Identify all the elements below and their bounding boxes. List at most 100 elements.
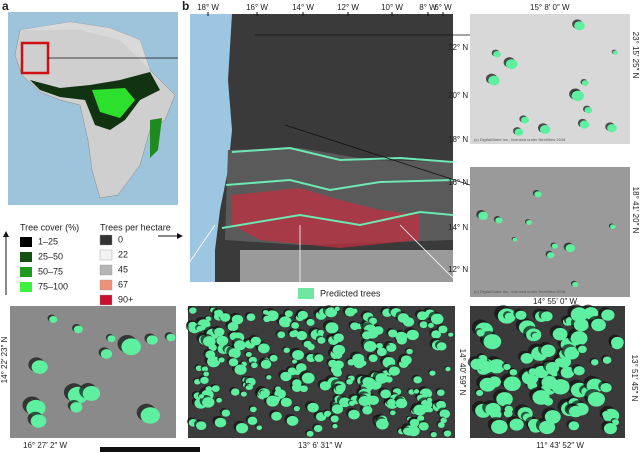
tree-crown [306, 318, 315, 326]
tree-crown [439, 409, 451, 419]
tree-crown [611, 336, 624, 348]
tree-crown [30, 414, 47, 428]
tree-crown [362, 405, 373, 415]
tree-crown [413, 404, 427, 416]
lat-tick: 16° N [448, 178, 468, 187]
tree-crown [332, 344, 346, 356]
tree-crown [610, 224, 616, 230]
tree-crown [430, 431, 437, 438]
tree-crown [417, 311, 428, 321]
tree-crown [228, 348, 241, 359]
inset-lon: 14° 55′ 0″ W [533, 297, 577, 306]
tree-belt [30, 72, 160, 130]
tree-crown [601, 309, 615, 321]
tree-crown [201, 366, 209, 372]
tree-crown [539, 125, 551, 134]
tree-crown [534, 191, 542, 198]
lat-tick: 22° N [448, 43, 468, 52]
legend-label: 25–50 [38, 251, 63, 261]
legend-label: Predicted trees [320, 288, 381, 298]
tree-crown [266, 375, 272, 380]
tree-crown [526, 220, 533, 226]
tree-crown [539, 420, 556, 435]
legend-swatch [99, 249, 113, 261]
tree-crown [376, 342, 383, 349]
tree-crown [314, 354, 324, 363]
tree-crown [570, 307, 588, 322]
tree-crown [333, 333, 344, 343]
tree-crown [73, 325, 83, 334]
tree-crown [331, 404, 344, 414]
tree-crown [397, 313, 410, 323]
predicted-swatch [298, 288, 314, 299]
pointer [159, 224, 216, 306]
tree-crown [203, 371, 210, 377]
tree-crown [271, 411, 282, 421]
tree-crown [390, 410, 396, 416]
tree-crown [245, 351, 252, 358]
tree-crown [200, 376, 209, 384]
inset-lat: 14° 22′ 23″ N [0, 336, 9, 383]
tree-crown [284, 310, 293, 318]
tree-crown [260, 390, 266, 396]
tree-crown [587, 391, 605, 407]
tree-crown [541, 375, 558, 390]
tree-crown [504, 405, 513, 413]
tree-crown [427, 322, 434, 328]
tree-crown [146, 335, 158, 345]
legend-swatch [99, 234, 113, 246]
tree-crown [602, 411, 610, 418]
tree-crown [406, 348, 413, 355]
tree-crown [483, 334, 502, 350]
tree-crown [107, 335, 116, 343]
tree-crown [291, 359, 298, 364]
tree-crown [485, 402, 501, 416]
tree-crown [291, 322, 299, 329]
tree-crown [280, 371, 292, 382]
tree-crown [509, 418, 524, 431]
scale-bar [100, 447, 200, 452]
tree-crown [245, 385, 251, 390]
lat-tick: 12° N [448, 265, 468, 274]
legend-title: Trees per hectare [100, 222, 171, 232]
inset-lat: 14° 40′ 59″ N [458, 349, 467, 396]
tree-crown [400, 355, 412, 365]
tree-crown [515, 310, 527, 320]
tree-crown [503, 363, 511, 371]
tree-crown [496, 392, 513, 407]
tree-crown [368, 354, 378, 363]
tree-crown [417, 415, 425, 422]
legend-swatch [20, 252, 32, 262]
tree-crown [214, 310, 220, 316]
tree-crown [289, 330, 297, 338]
tree-crown [246, 313, 256, 321]
tree-crown [211, 385, 220, 393]
tree-crown [227, 321, 239, 332]
legend-label: 75–100 [38, 281, 68, 291]
tree-crown [591, 318, 606, 332]
tree-crown [600, 382, 612, 393]
tree-crown [214, 417, 227, 428]
legend-label: 1–25 [38, 236, 58, 246]
tree-crown [196, 325, 204, 332]
forest [92, 88, 135, 118]
legend-swatch [20, 267, 32, 277]
tree-crown [476, 329, 485, 337]
tree-crown [419, 321, 428, 329]
tree-crown [540, 311, 553, 322]
tree-crown [335, 384, 345, 393]
tree-crown [436, 342, 447, 351]
tree-crown [612, 50, 618, 55]
tree-crown [313, 424, 323, 433]
tree-crown [349, 400, 355, 406]
tree-crown [195, 365, 203, 372]
tree-crown [509, 369, 518, 376]
tree-crown [306, 430, 314, 437]
tree-crown [262, 309, 269, 315]
tree-crown [230, 388, 240, 396]
tree-crown [395, 331, 408, 342]
tree-crown [352, 353, 365, 364]
tree-crown [602, 356, 612, 364]
tree-crown [470, 358, 484, 370]
tree-crown [140, 407, 160, 424]
